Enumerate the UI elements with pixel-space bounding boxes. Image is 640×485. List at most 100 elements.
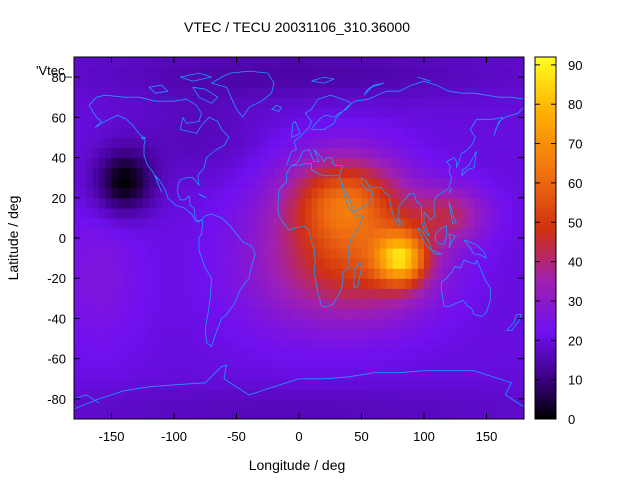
heatmap-cell <box>274 318 281 330</box>
heatmap-cell <box>480 177 488 189</box>
heatmap-cell <box>149 288 156 299</box>
heatmap-cell <box>361 127 369 139</box>
heatmap-cell <box>130 318 138 330</box>
heatmap-cell <box>217 318 225 330</box>
heatmap-cell <box>474 127 481 139</box>
heatmap-cell <box>255 127 263 139</box>
heatmap-cell <box>180 157 188 169</box>
heatmap-cell <box>286 97 294 108</box>
heatmap-cell <box>461 368 469 380</box>
heatmap-cell <box>374 328 381 340</box>
heatmap-cell <box>217 217 225 229</box>
heatmap-cell <box>80 107 88 118</box>
heatmap-cell <box>399 278 406 289</box>
heatmap-cell <box>155 127 163 139</box>
heatmap-cell <box>111 338 119 350</box>
heatmap-cell <box>461 147 469 159</box>
heatmap-cell <box>399 227 406 239</box>
heatmap-cell <box>474 358 481 370</box>
heatmap-cell <box>74 97 81 108</box>
heatmap-cell <box>167 207 175 219</box>
heatmap-cell <box>430 328 438 340</box>
heatmap-cell <box>161 298 169 309</box>
heatmap-cell <box>417 57 425 68</box>
heatmap-cell <box>467 298 475 309</box>
heatmap-cell <box>455 398 463 410</box>
heatmap-cell <box>255 227 263 239</box>
heatmap-cell <box>180 147 188 159</box>
heatmap-cell <box>492 97 500 108</box>
heatmap-cell <box>149 187 156 199</box>
heatmap-cell <box>505 147 513 159</box>
heatmap-cell <box>205 87 213 98</box>
heatmap-cell <box>480 298 488 309</box>
heatmap-cell <box>167 368 175 380</box>
heatmap-cell <box>161 258 169 269</box>
heatmap-cell <box>180 177 188 189</box>
heatmap-cell <box>211 67 219 78</box>
heatmap-cell <box>455 328 463 340</box>
heatmap-cell <box>386 398 394 410</box>
heatmap-cell <box>99 57 106 68</box>
heatmap-cell <box>261 238 269 249</box>
heatmap-cell <box>367 57 375 68</box>
heatmap-cell <box>455 97 463 108</box>
heatmap-cell <box>267 378 275 390</box>
heatmap-cell <box>399 197 406 209</box>
heatmap-cell <box>180 57 188 68</box>
heatmap-cell <box>424 258 431 269</box>
heatmap-cell <box>242 378 250 390</box>
heatmap-cell <box>486 338 494 350</box>
heatmap-cell <box>261 398 269 410</box>
heatmap-cell <box>174 147 181 159</box>
heatmap-cell <box>411 177 419 189</box>
heatmap-cell <box>280 207 288 219</box>
heatmap-cell <box>99 157 106 169</box>
heatmap-cell <box>517 408 524 419</box>
heatmap-cell <box>149 207 156 219</box>
heatmap-cell <box>386 217 394 229</box>
heatmap-cell <box>155 278 163 289</box>
heatmap-cell <box>192 268 200 279</box>
heatmap-cell <box>386 338 394 350</box>
heatmap-cell <box>467 107 475 118</box>
heatmap-cell <box>411 408 419 419</box>
heatmap-cell <box>392 288 400 299</box>
heatmap-cell <box>136 177 144 189</box>
heatmap-cell <box>217 117 225 128</box>
heatmap-cell <box>174 167 181 179</box>
heatmap-cell <box>261 207 269 219</box>
heatmap-cell <box>486 348 494 360</box>
heatmap-cell <box>161 268 169 279</box>
heatmap-cell <box>486 127 494 139</box>
heatmap-cell <box>474 378 481 390</box>
heatmap-cell <box>180 408 188 419</box>
heatmap-cell <box>311 227 319 239</box>
heatmap-cell <box>130 87 138 98</box>
heatmap-cell <box>480 338 488 350</box>
heatmap-cell <box>86 358 94 370</box>
heatmap-cell <box>449 308 456 320</box>
heatmap-cell <box>92 308 100 320</box>
heatmap-cell <box>505 217 513 229</box>
heatmap-cell <box>480 67 488 78</box>
heatmap-cell <box>467 258 475 269</box>
heatmap-cell <box>167 177 175 189</box>
heatmap-cell <box>142 137 150 149</box>
heatmap-cell <box>330 338 338 350</box>
heatmap-cell <box>436 358 444 370</box>
heatmap-cell <box>455 227 463 239</box>
heatmap-cell <box>349 368 356 380</box>
heatmap-cell <box>492 308 500 320</box>
heatmap-cell <box>167 358 175 370</box>
heatmap-cell <box>136 187 144 199</box>
heatmap-cell <box>411 57 419 68</box>
heatmap-cell <box>430 127 438 139</box>
heatmap-cell <box>205 147 213 159</box>
heatmap-cell <box>411 227 419 239</box>
heatmap-cell <box>92 107 100 118</box>
heatmap-cell <box>492 187 500 199</box>
heatmap-cell <box>224 408 231 419</box>
heatmap-cell <box>336 268 344 279</box>
heatmap-cell <box>467 197 475 209</box>
